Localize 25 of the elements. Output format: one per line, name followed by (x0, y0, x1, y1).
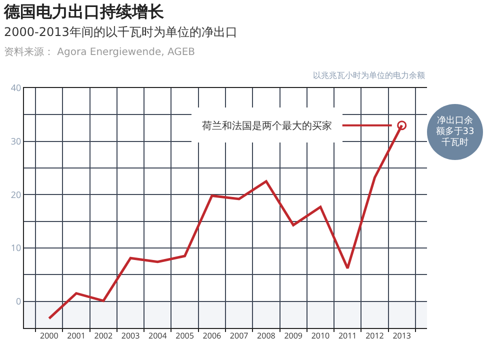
x-tick-label: 2011 (338, 330, 357, 342)
y-tick-label: 30 (10, 134, 22, 148)
y-tick-label: 0 (16, 294, 22, 308)
x-tick-label: 2006 (202, 330, 222, 342)
x-tick-label: 2013 (392, 330, 412, 342)
x-tick-label: 2002 (94, 330, 113, 342)
x-tick-label: 2001 (67, 330, 86, 342)
x-tick-label: 2010 (311, 330, 330, 342)
text: 净出口余额多于33千瓦时 (427, 104, 483, 160)
x-tick-label: 2008 (257, 330, 276, 342)
chart-title: 德国电力出口持续增长 (4, 2, 164, 23)
x-tick-label: 2009 (284, 330, 303, 342)
x-tick-label: 2003 (121, 330, 140, 342)
x-tick-label: 2004 (148, 330, 168, 342)
x-tick-label: 2007 (230, 330, 249, 342)
y-tick-label: 40 (10, 81, 22, 94)
text: 资料来源： Agora Energiewende, AGEB (4, 46, 196, 59)
chart-subtitle: 2000-2013年间的以千瓦时为单位的净出口 (4, 24, 238, 41)
y-axis-title: 以兆兆瓦小时为单位的电力余额 (313, 70, 425, 81)
x-tick-label: 2012 (366, 330, 384, 342)
y-tick-label: 10 (10, 241, 22, 254)
annotation: 荷兰和法国是两个最大的买家 (202, 118, 332, 132)
x-tick-label: 2000 (40, 330, 59, 342)
x-tick-label: 2005 (176, 330, 194, 342)
y-tick-label: 20 (10, 188, 22, 201)
